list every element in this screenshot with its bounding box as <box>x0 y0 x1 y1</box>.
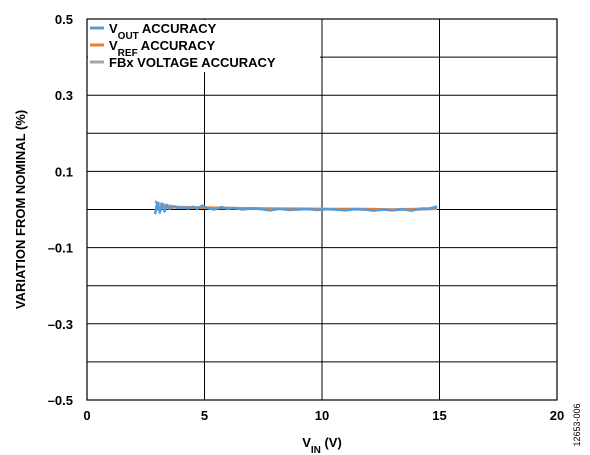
x-tick-labels: 0 5 10 15 20 <box>83 408 564 423</box>
x-axis-label-main: V <box>302 435 311 450</box>
legend-label-0: VOUT ACCURACY <box>109 21 217 42</box>
y-axis-label: VARIATION FROM NOMINAL (%) <box>13 110 28 309</box>
legend-label-2: FBx VOLTAGE ACCURACY <box>109 55 276 70</box>
x-axis-label-sub: IN <box>311 445 321 455</box>
x-tick-label: 10 <box>315 408 329 423</box>
y-tick-label: 0.5 <box>55 12 73 27</box>
x-axis-label-unit: (V) <box>321 435 342 450</box>
legend-background <box>88 20 320 72</box>
y-tick-label: –0.1 <box>48 241 73 256</box>
y-tick-label: –0.3 <box>48 317 73 332</box>
y-tick-label: 0.3 <box>55 88 73 103</box>
series-layer <box>153 200 438 215</box>
legend-label-1: VREF ACCURACY <box>109 38 216 59</box>
x-tick-label: 5 <box>201 408 208 423</box>
x-tick-label: 0 <box>83 408 90 423</box>
x-tick-label: 15 <box>432 408 446 423</box>
y-tick-labels: 0.5 0.3 0.1 –0.1 –0.3 –0.5 <box>48 12 73 408</box>
figure-id: 12653-006 <box>572 403 582 446</box>
series-line-0 <box>153 201 438 215</box>
plot-frame <box>86 18 558 401</box>
x-tick-label: 20 <box>550 408 564 423</box>
y-tick-label: 0.1 <box>55 164 73 179</box>
y-tick-label: –0.5 <box>48 393 73 408</box>
x-axis-label: VIN (V) <box>302 435 342 455</box>
